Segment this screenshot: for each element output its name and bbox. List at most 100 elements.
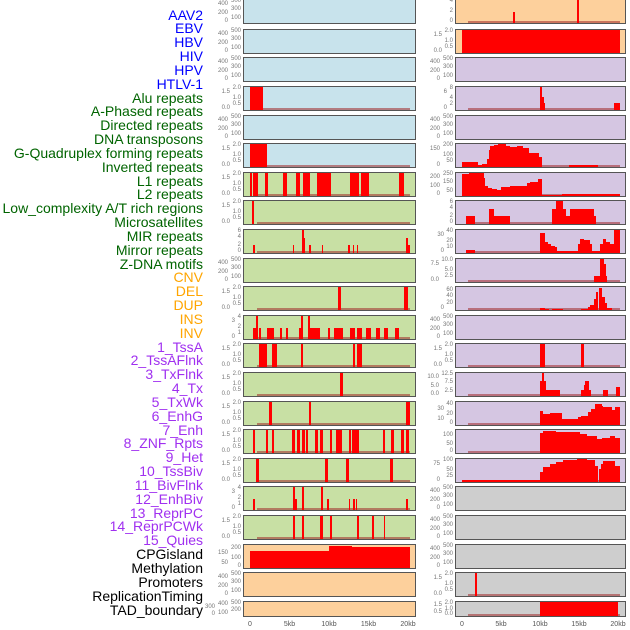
y-tick-label: 300: [442, 521, 453, 528]
y-tick-label: 75: [433, 461, 440, 468]
signal-bar: [546, 390, 561, 396]
y-tick-label: 4: [449, 205, 453, 212]
signal-bar: [295, 498, 297, 510]
y-tick-label: 40: [446, 401, 453, 408]
y-tick-label: 4: [449, 0, 453, 4]
signal-bar: [552, 208, 557, 224]
signal-bar: [492, 189, 498, 196]
y-tick-label: 2.0: [232, 428, 241, 434]
y-tick-label: 2.0: [444, 600, 453, 606]
y-tick-label: 100: [442, 457, 453, 463]
y-tick-label: 100: [442, 330, 453, 337]
y-tick-label: 60: [446, 286, 453, 293]
signal-bar: [540, 381, 542, 396]
signal-bar: [540, 232, 545, 253]
signal-bar: [486, 158, 489, 167]
y-tick-label: 300: [204, 604, 215, 611]
track-label: Z-DNA motifs: [119, 255, 203, 272]
baseline-mark: [256, 308, 410, 310]
y-tick-label: 1.0: [444, 605, 453, 612]
y-tick-label: 1.5: [221, 518, 230, 525]
baseline-mark: [256, 337, 410, 339]
baseline-mark: [256, 480, 410, 482]
y-tick-label: 10: [437, 416, 444, 423]
y-tick-label: 0: [440, 305, 444, 311]
signal-bar: [292, 516, 296, 539]
y-tick-label: 0: [449, 219, 453, 225]
signal-bar: [603, 390, 608, 396]
signal-bar: [576, 459, 587, 482]
y-tick-label: 0: [224, 591, 228, 597]
y-tick-label: 0.0: [221, 162, 230, 168]
signal-bar: [475, 573, 477, 596]
signal-bar: [356, 245, 359, 253]
y-tick-label: 2.0: [232, 285, 241, 291]
signal-bar: [596, 438, 602, 453]
y-tick-label: 1.0: [232, 467, 241, 473]
y-tick-label: 500: [442, 543, 453, 549]
y-tick-label: 7.5: [444, 378, 453, 385]
track-label: 13_ReprPC: [129, 504, 203, 521]
y-tick-label: 2.0: [232, 142, 241, 148]
y-tick-label: 500: [230, 114, 241, 120]
y-tick-label: 200: [429, 526, 440, 533]
y-tick-label: 1: [237, 329, 241, 336]
track-label: HBV: [174, 34, 203, 51]
signal-bar: [543, 102, 545, 110]
signal-bar: [583, 384, 586, 396]
signal-bar: [405, 430, 409, 453]
y-tick-label: 10.0: [441, 257, 453, 263]
y-tick-label: 300: [442, 492, 453, 499]
signal-bar: [592, 251, 601, 253]
y-tick-label: 0: [436, 563, 440, 569]
y-tick-label: 0.0: [221, 448, 230, 454]
signal-bar: [336, 430, 342, 453]
signal-bar: [384, 327, 389, 339]
y-tick-label: 100: [442, 152, 453, 158]
signal-bar: [286, 327, 288, 339]
signal-bar: [589, 244, 593, 253]
y-tick-label: 2: [449, 100, 453, 107]
y-tick-label: 40: [446, 228, 453, 234]
signal-bar: [556, 431, 562, 453]
y-tick-label: 300: [442, 63, 453, 70]
baseline-mark: [256, 423, 410, 425]
y-tick-label: 50: [446, 157, 453, 164]
y-tick-label: 100: [217, 609, 228, 616]
y-tick-label: 20: [446, 299, 453, 306]
y-tick-label: 500: [442, 56, 453, 62]
signal-bar: [292, 245, 295, 253]
left-track-panel: [243, 57, 416, 82]
x-tick-label: 5kb: [495, 621, 507, 628]
signal-bar: [462, 30, 620, 53]
signal-bar: [366, 327, 371, 339]
track-label: G-Quadruplex forming repeats: [13, 144, 203, 161]
signal-bar: [589, 164, 599, 167]
y-tick-label: 400: [217, 1, 228, 8]
y-tick-label: 0: [231, 505, 235, 511]
signal-bar: [383, 516, 386, 539]
y-tick-label: 1.5: [221, 146, 230, 153]
left-track-panel: [243, 143, 416, 168]
x-tick-label: 10kb: [321, 621, 337, 628]
x-tick-label: 5kb: [283, 621, 296, 628]
signal-bar: [583, 240, 590, 253]
signal-bar: [605, 276, 608, 282]
track-label: HPV: [174, 61, 203, 78]
y-tick-label: 400: [429, 59, 440, 66]
signal-bar: [542, 97, 544, 110]
signal-bar: [317, 173, 332, 196]
track-label: 9_Het: [165, 449, 203, 466]
signal-bar: [611, 409, 615, 425]
left-track-panel: [243, 572, 416, 597]
y-tick-label: 400: [217, 117, 228, 124]
track-label: EBV: [174, 20, 203, 37]
y-tick-label: 400: [429, 317, 440, 324]
track-label: Microsatellites: [114, 214, 203, 231]
left-track-panel: [243, 544, 416, 569]
signal-bar: [593, 216, 597, 224]
y-tick-label: 200: [217, 68, 228, 75]
y-tick-label: 0: [231, 334, 235, 340]
track-label: Methylation: [131, 559, 203, 576]
y-tick-label: 100: [429, 183, 440, 190]
